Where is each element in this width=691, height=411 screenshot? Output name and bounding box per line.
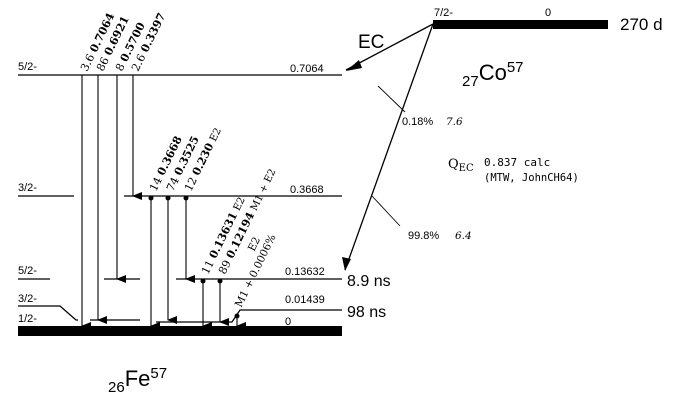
branch-0706-percent: 0.18% (402, 116, 433, 128)
spin-label-0706: 5/2- (18, 61, 37, 73)
qec-value: 0.837 calc (484, 156, 550, 169)
daughter-nuclide: 26Fe57 (108, 365, 167, 396)
spin-label-0136: 5/2- (18, 265, 37, 277)
branch-0706-logft: 7.6 (446, 116, 463, 128)
parent-half-life: 270 d (620, 15, 663, 34)
energy-label-0136: 0.13632 (285, 266, 325, 278)
qec-reference: (MTW, JohnCH64) (484, 172, 579, 184)
parent-nuclide: 27Co57 (462, 59, 524, 90)
qec-label: QEC (448, 157, 474, 174)
ec-arrowhead-0706 (346, 60, 362, 71)
energy-label-0706: 0.7064 (290, 63, 324, 75)
ec-branch-to-0706 (345, 23, 434, 71)
ground-state-bar (18, 326, 342, 336)
daughter-z: 26 (108, 379, 125, 396)
ec-branch-to-0136 (344, 23, 434, 271)
half-life-0014: 98 ns (347, 304, 386, 321)
spin-label-0014: 3/2- (18, 293, 37, 305)
level-line-0014-left (18, 305, 78, 321)
ec-arrowhead-0136 (342, 257, 351, 271)
parent-spin: 7/2- (434, 7, 453, 19)
parent-energy: 0 (545, 7, 551, 19)
parent-element: Co (479, 60, 507, 85)
half-life-0136: 8.9 ns (347, 273, 391, 290)
branch-0136-percent: 99.8% (408, 230, 439, 242)
parent-a: 57 (507, 59, 524, 76)
parent-level-bar (433, 20, 608, 29)
daughter-a: 57 (150, 365, 167, 382)
daughter-element: Fe (125, 366, 151, 391)
level-line-0014 (156, 309, 342, 323)
branch-leader-1 (377, 85, 406, 113)
energy-label-0: 0 (285, 316, 291, 328)
energy-label-0014: 0.01439 (285, 294, 325, 306)
parent-z: 27 (462, 73, 479, 90)
branch-0136-logft: 6.4 (455, 230, 472, 242)
spin-label-0: 1/2- (18, 313, 37, 325)
ec-label: EC (358, 32, 384, 53)
energy-label-0367: 0.3668 (290, 184, 324, 196)
gamma-label-0014-2: E2 (246, 235, 263, 253)
spin-label-0367: 3/2- (18, 182, 37, 194)
branch-leader-2 (371, 195, 401, 227)
